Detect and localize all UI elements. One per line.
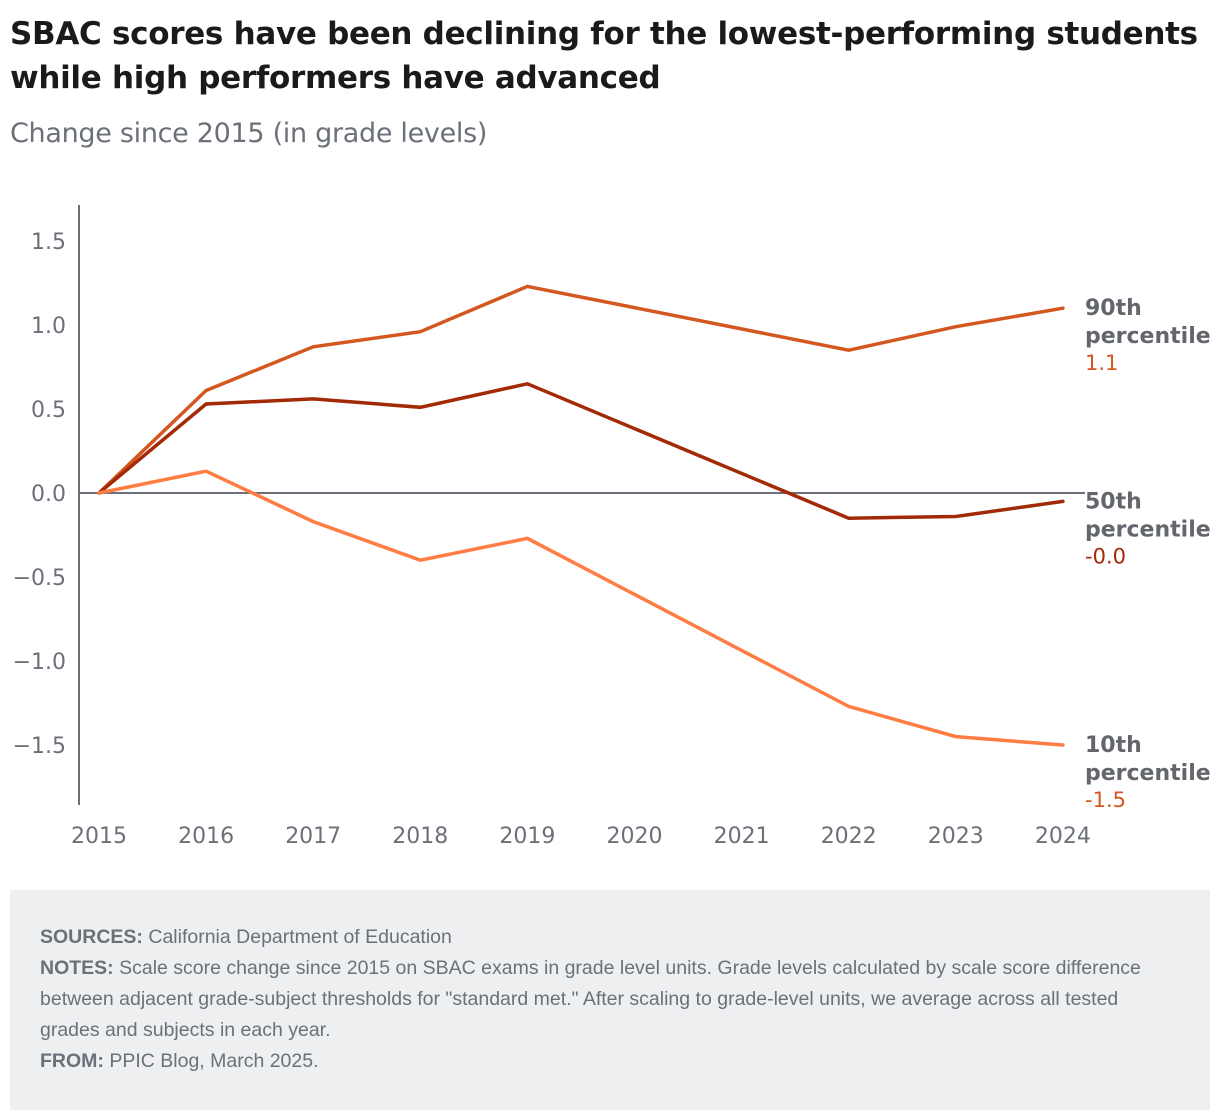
x-tick-label: 2024 [1035, 824, 1091, 849]
from-text: PPIC Blog, March 2025. [103, 1050, 319, 1072]
y-tick-label: 1.0 [31, 314, 66, 339]
chart-subtitle: Change since 2015 (in grade levels) [10, 118, 488, 149]
sources-note: SOURCES: California Department of Educat… [40, 922, 1180, 953]
sources-label: SOURCES: [40, 926, 143, 948]
series-line-90th [97, 284, 1065, 495]
x-tick-label: 2021 [714, 824, 770, 849]
from-label: FROM: [40, 1050, 104, 1072]
series-label-name: 90th [1085, 296, 1142, 321]
series-label-name: 50th [1085, 489, 1142, 514]
x-tick-label: 2017 [285, 824, 341, 849]
chart-footer: SOURCES: California Department of Educat… [10, 890, 1210, 1110]
series-label-sub: percentile [1085, 324, 1211, 349]
x-axis-ticks: 2015 2016 2017 2018 2019 2020 2021 2022 2023 2024 [71, 824, 1091, 849]
series-end-value: -0.0 [1085, 544, 1126, 568]
from-note: FROM: PPIC Blog, March 2025. [40, 1046, 1180, 1077]
x-tick-label: 2023 [928, 824, 984, 849]
x-tick-label: 2020 [607, 824, 663, 849]
y-tick-label: −1.0 [13, 650, 66, 675]
series-line-10th [97, 469, 1065, 747]
y-tick-label: −1.5 [13, 734, 66, 759]
y-tick-label: −0.5 [13, 566, 66, 591]
series-label-sub: percentile [1085, 761, 1211, 786]
notes-text: Scale score change since 2015 on SBAC ex… [40, 957, 1141, 1041]
series-end-value: -1.5 [1085, 788, 1126, 812]
series-line-50th [97, 381, 1065, 520]
x-tick-label: 2019 [499, 824, 555, 849]
y-axis-ticks: 1.5 1.0 0.5 0.0 −0.5 −1.0 −1.5 [13, 230, 66, 759]
y-tick-label: 0.0 [31, 482, 66, 507]
x-tick-label: 2022 [821, 824, 877, 849]
sources-text: California Department of Education [142, 926, 452, 948]
series-lines [97, 284, 1065, 747]
y-tick-label: 0.5 [31, 398, 66, 423]
x-tick-label: 2015 [71, 824, 127, 849]
series-label-sub: percentile [1085, 517, 1211, 542]
notes-label: NOTES: [40, 957, 114, 979]
x-tick-label: 2018 [392, 824, 448, 849]
series-label-name: 10th [1085, 733, 1142, 758]
line-chart: 1.51.00.50.0−0.5−1.0−1.5 2015 2016 2017 201… [13, 205, 1211, 849]
notes-note: NOTES: Scale score change since 2015 on … [40, 953, 1180, 1046]
chart-title: SBAC scores have been declining for the … [10, 16, 1198, 96]
x-tick-label: 2016 [178, 824, 234, 849]
series-end-value: 1.1 [1085, 351, 1118, 375]
series-labels: 90thpercentile1.150thpercentile-0.010thp… [1085, 296, 1211, 812]
y-tick-label: 1.5 [31, 230, 66, 255]
